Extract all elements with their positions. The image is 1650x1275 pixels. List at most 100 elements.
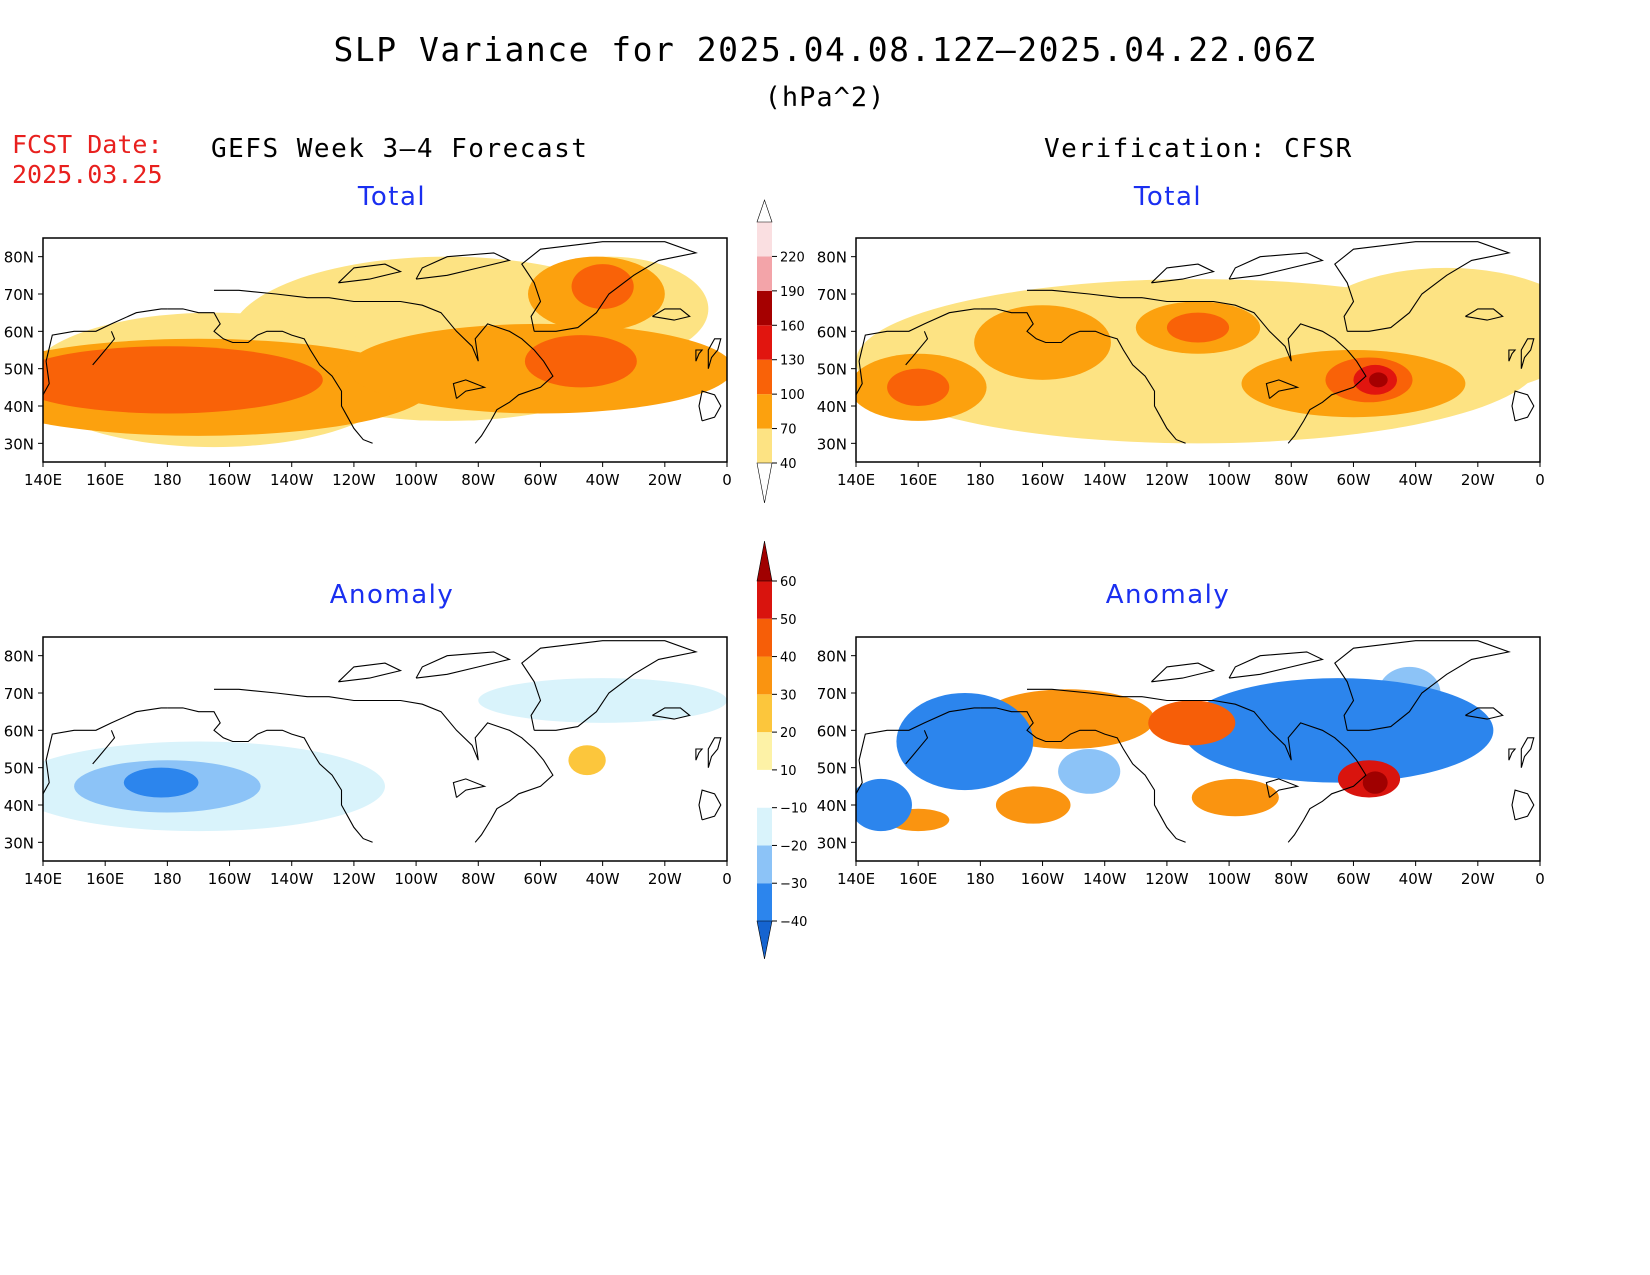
cfsr-anomaly-contour-blob <box>1182 678 1494 783</box>
lat-tick-label: 70N <box>817 286 847 304</box>
coastline <box>167 707 373 843</box>
cfsr-anomaly-frame <box>855 636 1541 862</box>
lat-tick-label: 50N <box>817 760 847 778</box>
gefs-anomaly-frame <box>42 636 728 862</box>
lon-tick-label: 160E <box>86 471 124 489</box>
lat-tick-label: 60N <box>817 722 847 740</box>
coastline <box>698 789 722 821</box>
lon-tick-label: 120W <box>1145 870 1189 888</box>
lon-tick-label: 140E <box>24 870 62 888</box>
lon-tick-label: 60W <box>1336 870 1370 888</box>
coastline <box>1465 308 1504 321</box>
coastline <box>338 263 403 284</box>
coastline <box>1027 688 1367 843</box>
coastline <box>92 730 116 765</box>
lon-tick-label: 100W <box>1207 471 1251 489</box>
cfsr-anomaly-panel: 80N 70N 60N 50N 40N 30N 140E 160E 180 160W 140W 120… <box>817 636 1545 888</box>
fcst-date-value: 2025.03.25 <box>12 160 163 189</box>
colorbar-swatch <box>757 428 772 463</box>
coastline <box>652 308 691 321</box>
lon-tick-label: 40W <box>586 870 620 888</box>
lon-tick-label: 180 <box>153 471 182 489</box>
colorbar-swatch <box>757 325 772 360</box>
coastline <box>856 308 981 396</box>
total-colorbar: 40 70 100 130 160 190 220 <box>756 199 805 504</box>
cfsr-anomaly-contour-blob <box>1362 771 1388 794</box>
colorbar-swatch <box>757 694 772 733</box>
lat-tick-label: 50N <box>817 361 847 379</box>
colorbar-label: 40 <box>780 457 797 472</box>
lon-tick-label: 180 <box>153 870 182 888</box>
lon-tick-label: 140E <box>24 471 62 489</box>
lat-tick-label: 40N <box>817 797 847 815</box>
colorbar-swatch <box>757 769 772 808</box>
lon-tick-label: 100W <box>394 870 438 888</box>
gefs-anomaly-title: Anomaly <box>329 580 455 610</box>
coastline <box>905 730 929 765</box>
coastline <box>1508 748 1517 761</box>
colorbar-swatch <box>757 290 772 326</box>
gefs-anomaly-contour-blob <box>568 745 606 776</box>
colorbar-label: 10 <box>780 764 797 779</box>
cfsr-heading: Verification: CFSR <box>1044 134 1353 164</box>
lat-tick-label: 30N <box>4 435 34 453</box>
coastline <box>905 331 929 366</box>
cfsr-anomaly-title: Anomaly <box>1105 580 1231 610</box>
colorbar-label: 20 <box>780 726 797 741</box>
lat-tick-label: 80N <box>817 648 847 666</box>
lon-tick-label: 0 <box>722 471 732 489</box>
lat-tick-label: 30N <box>817 435 847 453</box>
gefs-total-contour-blob <box>571 264 634 309</box>
coastline <box>695 748 704 761</box>
colorbar-swatch <box>757 656 772 695</box>
lon-tick-label: 180 <box>966 471 995 489</box>
colorbar-swatch <box>757 256 772 291</box>
lon-tick-label: 160W <box>1021 471 1065 489</box>
cfsr-anomaly-contour-blob <box>896 693 1034 791</box>
lon-tick-label: 20W <box>648 471 682 489</box>
coastline <box>1027 289 1367 444</box>
lat-tick-label: 80N <box>817 249 847 267</box>
lon-tick-label: 160E <box>899 471 937 489</box>
colorbar-swatch <box>757 845 772 884</box>
colorbar-label: 220 <box>780 250 805 265</box>
lat-tick-label: 60N <box>4 722 34 740</box>
lat-tick-label: 40N <box>4 797 34 815</box>
cfsr-total-contour-blob <box>1166 312 1230 343</box>
anomaly-colorbar: −40 −30 −20 −10 10 20 30 40 50 60 <box>756 540 807 960</box>
coastline <box>1511 390 1535 422</box>
lon-tick-label: 60W <box>523 471 557 489</box>
colorbar-label: −40 <box>780 915 807 930</box>
colorbar-label: 70 <box>780 423 797 438</box>
coastline <box>1265 379 1300 399</box>
coastline <box>338 662 403 683</box>
cfsr-total-contour-blob <box>1369 372 1388 388</box>
coastline <box>214 688 554 843</box>
colorbar-label: −30 <box>780 877 807 892</box>
colorbar-swatch <box>757 394 772 429</box>
lat-tick-label: 70N <box>4 685 34 703</box>
cfsr-anomaly-contour-blob <box>1058 749 1121 794</box>
gefs-anomaly-contour-blob <box>478 678 727 723</box>
lat-tick-label: 50N <box>4 361 34 379</box>
lon-tick-label: 80W <box>461 471 495 489</box>
coastline <box>1334 640 1511 731</box>
lat-tick-label: 70N <box>817 685 847 703</box>
figure-units: (hPa^2) <box>764 82 886 113</box>
colorbar-label: 130 <box>780 354 805 369</box>
cfsr-anomaly-coastlines <box>856 640 1535 843</box>
lon-tick-label: 20W <box>1461 870 1495 888</box>
gefs-total-shading <box>43 256 727 448</box>
cfsr-total-panel: 80N 70N 60N 50N 40N 30N 140E 160E 180 160W 140W 120… <box>817 237 1545 489</box>
figure-title: SLP Variance for 2025.04.08.12Z–2025.04.… <box>333 30 1317 69</box>
coastline <box>1228 252 1325 280</box>
coastline <box>92 331 116 366</box>
lon-tick-label: 160W <box>208 870 252 888</box>
coastline <box>1520 338 1535 369</box>
lon-tick-label: 0 <box>722 870 732 888</box>
coastline <box>43 308 168 396</box>
lat-tick-label: 60N <box>4 323 34 341</box>
colorbar-swatch <box>757 359 772 395</box>
coastline <box>980 707 1186 843</box>
lon-tick-label: 80W <box>1274 870 1308 888</box>
